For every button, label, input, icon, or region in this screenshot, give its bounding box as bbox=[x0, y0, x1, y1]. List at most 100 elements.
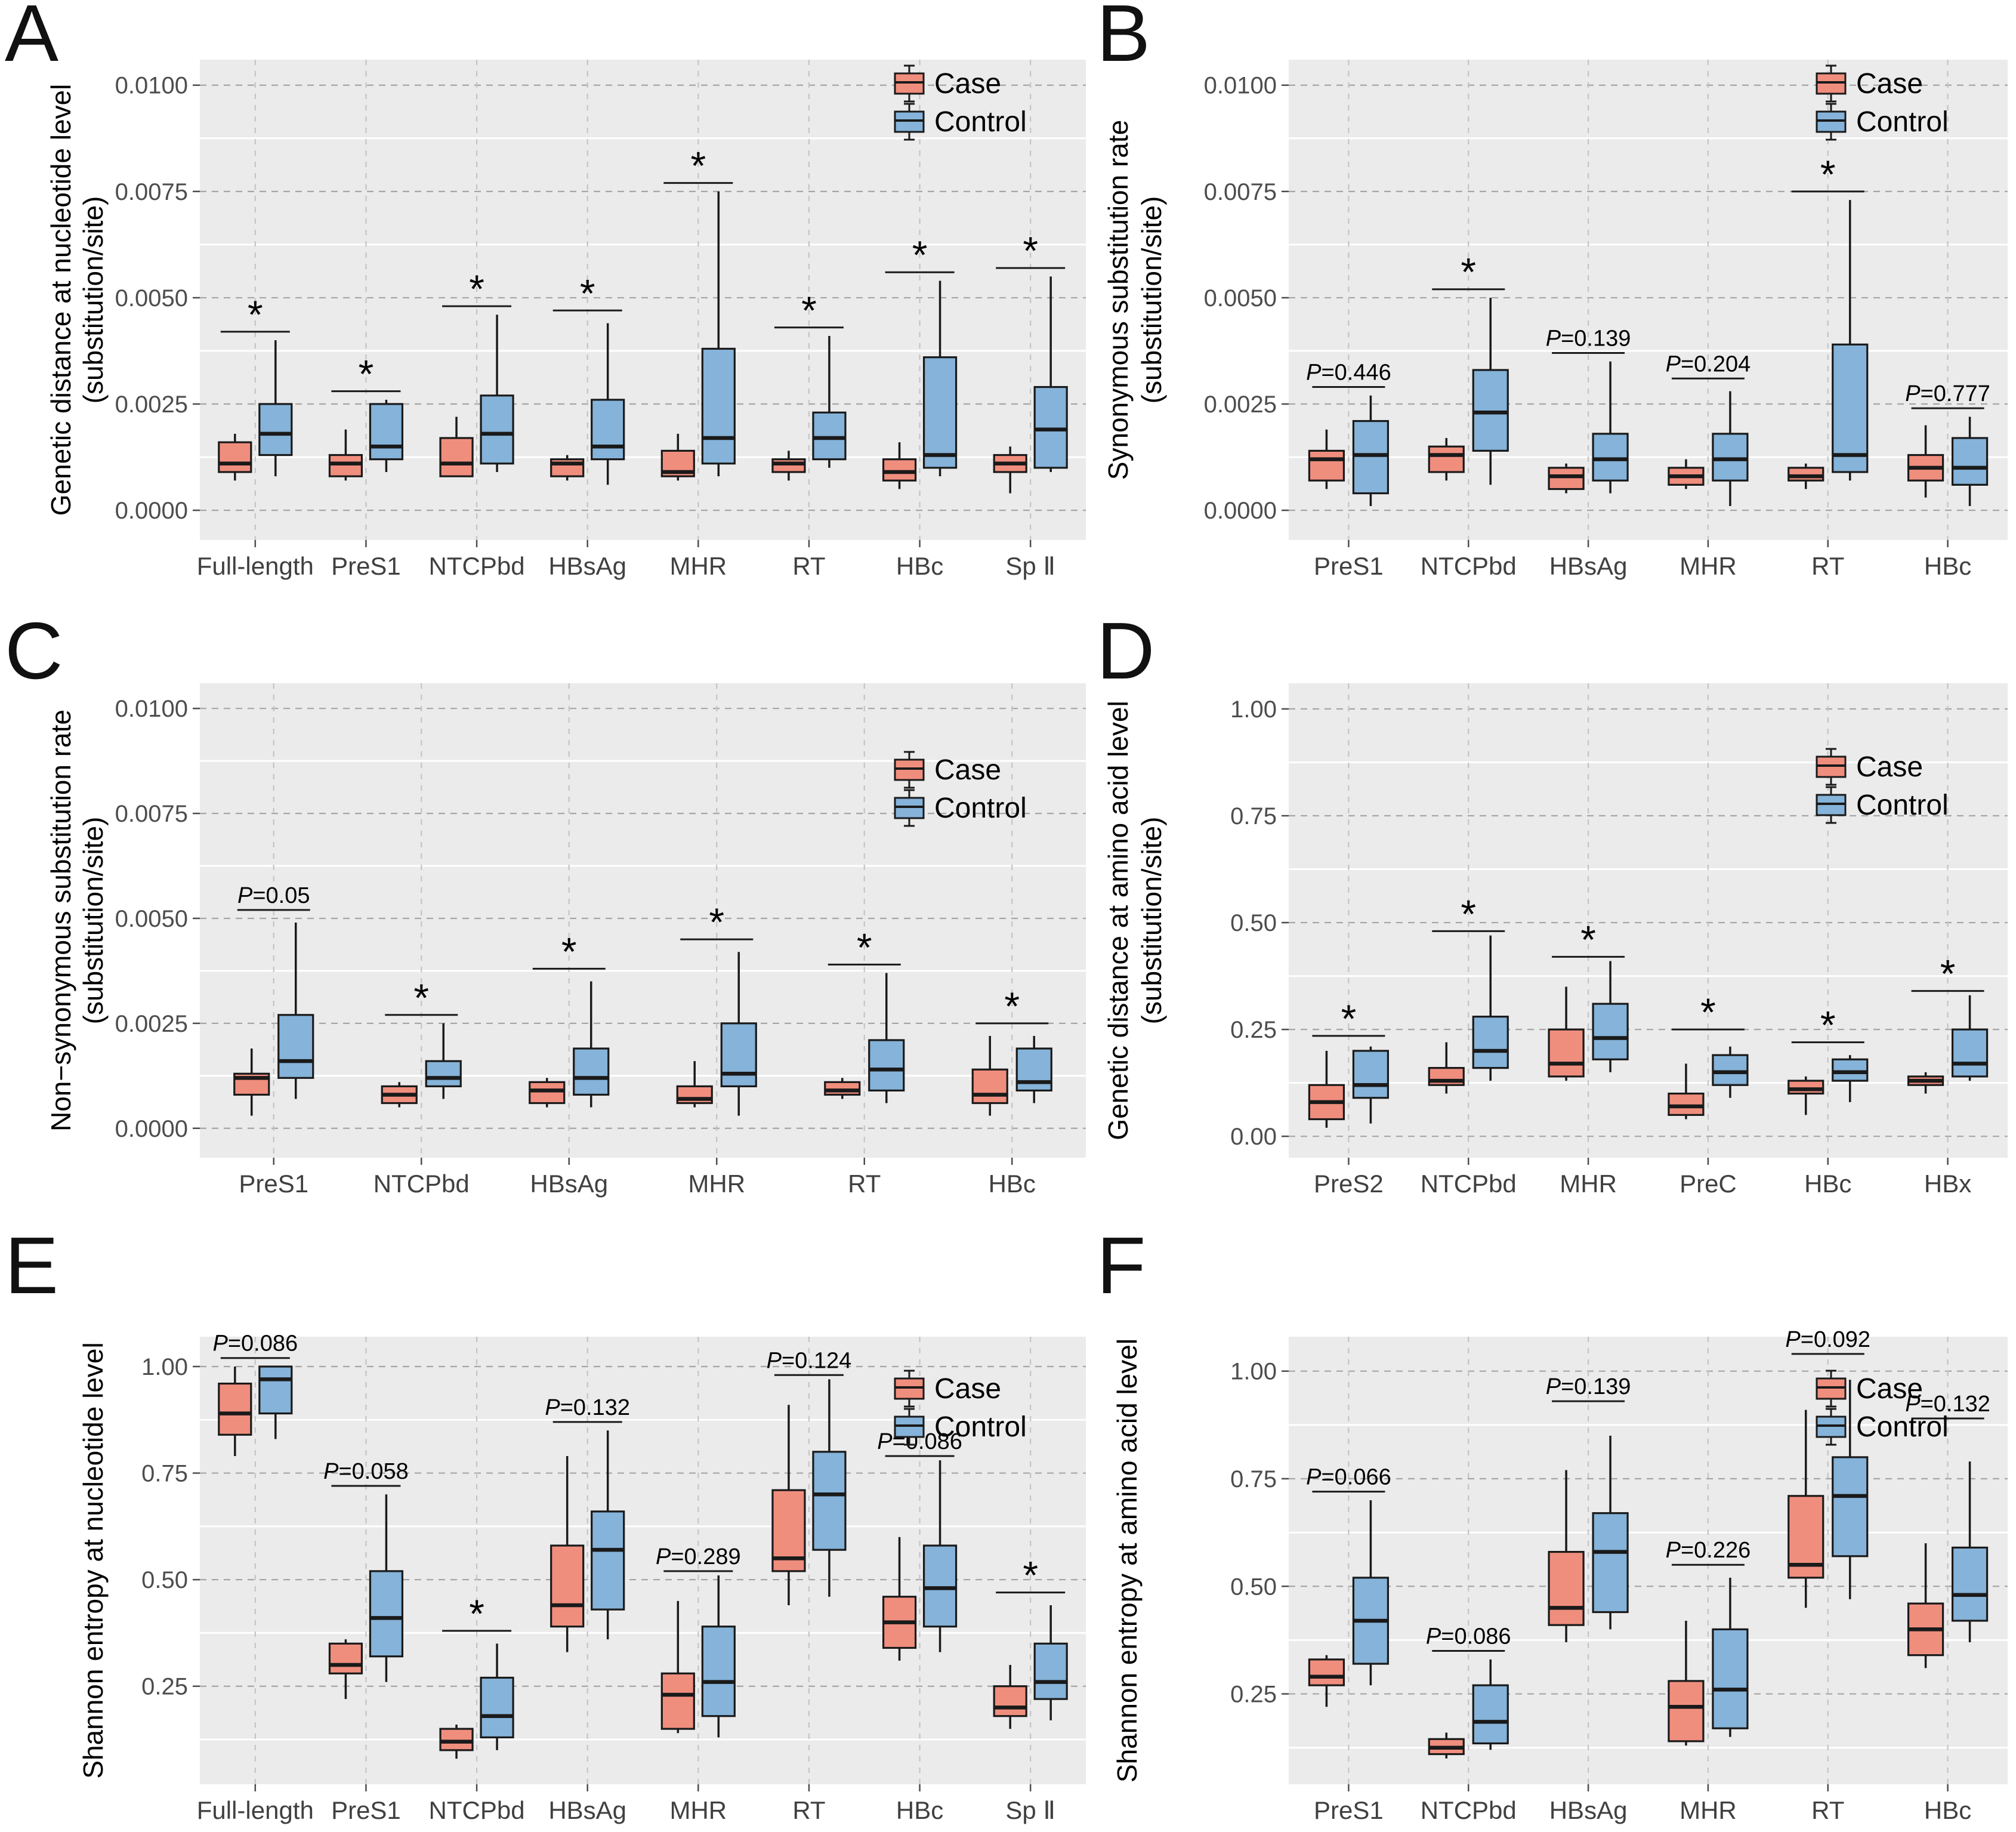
sig-pvalue-HBsAg: P=0.139 bbox=[1546, 326, 1631, 351]
boxplot-case-HBsAg-box bbox=[529, 1081, 566, 1105]
sig-pvalue-Full-length: P=0.086 bbox=[212, 1331, 298, 1356]
plot-background bbox=[200, 683, 1086, 1158]
sig-star-RT: * bbox=[1820, 152, 1836, 196]
panel-svg-F: P=0.066 PreS1 P=0.086 NTCPbd P=0.139 HBsAg P=0… bbox=[1112, 1327, 2008, 1824]
x-tick-label-HBsAg: HBsAg bbox=[548, 552, 626, 580]
sig-star-Full-length: * bbox=[248, 292, 263, 337]
x-tick-label-MHR: MHR bbox=[669, 552, 727, 580]
x-tick-label-HBc: HBc bbox=[1804, 1170, 1851, 1198]
x-tick-label-MHR: MHR bbox=[1680, 552, 1737, 580]
y-axis-title-line2: (substitution/site) bbox=[78, 196, 109, 404]
x-tick-label-HBsAg: HBsAg bbox=[548, 1796, 626, 1824]
boxplot-control-MHR-box bbox=[1712, 1628, 1749, 1729]
panel-letter-D: D bbox=[1097, 606, 1155, 696]
x-tick-label-MHR: MHR bbox=[688, 1170, 745, 1198]
sig-pvalue-MHR: P=0.204 bbox=[1666, 351, 1751, 377]
boxplot-control-Sp Ⅱ-box bbox=[1033, 385, 1068, 469]
boxplot-case-HBc-box bbox=[1787, 1080, 1824, 1095]
sig-pvalue-HBsAg: P=0.139 bbox=[1546, 1374, 1631, 1399]
x-tick-label-RT: RT bbox=[792, 1796, 825, 1824]
boxplot-case-MHR-box bbox=[1548, 1028, 1585, 1078]
boxplot-control-MHR-box bbox=[701, 347, 736, 465]
boxplot-case-NTCPbd-box bbox=[439, 1728, 474, 1751]
sig-star-PreS2: * bbox=[1341, 997, 1357, 1041]
x-tick-label-PreS1: PreS1 bbox=[331, 552, 401, 580]
y-tick-label: 0.0075 bbox=[1204, 179, 1277, 205]
x-tick-label-Sp Ⅱ: Sp Ⅱ bbox=[1005, 1796, 1055, 1824]
x-tick-label-HBc: HBc bbox=[896, 1796, 943, 1824]
y-tick-label: 0.50 bbox=[141, 1567, 188, 1593]
legend-label-control: Control bbox=[1856, 106, 1949, 138]
x-tick-label-HBx: HBx bbox=[1924, 1170, 1971, 1198]
boxplot-control-NTCPbd-box bbox=[425, 1060, 462, 1087]
boxplot-control-NTCPbd-box bbox=[1472, 1016, 1509, 1069]
sig-pvalue-HBc: P=0.777 bbox=[1905, 381, 1990, 406]
boxplot-case-PreS1-box bbox=[328, 1642, 363, 1674]
boxplot-control-HBsAg-box bbox=[591, 1510, 625, 1611]
sig-star-MHR: * bbox=[1580, 917, 1596, 961]
sig-star-RT: * bbox=[857, 925, 872, 969]
boxplot-case-RT-box bbox=[824, 1081, 861, 1096]
boxplot-control-HBc-box bbox=[922, 1544, 958, 1628]
boxplot-control-HBc-box bbox=[922, 356, 958, 469]
x-tick-label-PreS1: PreS1 bbox=[331, 1796, 401, 1824]
y-tick-label: 0.0100 bbox=[1204, 73, 1277, 99]
boxplot-case-HBsAg-box bbox=[550, 1544, 585, 1628]
panel-svg-E: P=0.086 Full-length P=0.058 PreS1 * NTCPbd P=0… bbox=[78, 1331, 1086, 1824]
y-tick-label: 0.0000 bbox=[115, 1116, 188, 1142]
y-axis-title-line2: (substitution/site) bbox=[1136, 196, 1167, 404]
legend-label-case: Case bbox=[934, 754, 1001, 786]
y-tick-label: 0.75 bbox=[1230, 1466, 1277, 1492]
boxplot-case-PreS1-box bbox=[1308, 1658, 1345, 1686]
y-tick-label: 0.0050 bbox=[1204, 285, 1277, 311]
sig-pvalue-MHR: P=0.226 bbox=[1666, 1538, 1751, 1563]
sig-star-HBsAg: * bbox=[561, 929, 577, 973]
x-tick-label-NTCPbd: NTCPbd bbox=[1421, 1170, 1517, 1198]
y-tick-label: 0.75 bbox=[141, 1461, 188, 1487]
panel-B: B P=0.446 PreS1 * NTCPbd P=0.139 HBsAg P=0.204 M… bbox=[1092, 0, 2016, 618]
y-tick-label: 0.0025 bbox=[1204, 391, 1277, 418]
y-tick-label: 0.00 bbox=[1230, 1124, 1277, 1150]
y-axis-title-line1: Non−synonymous substitution rate bbox=[45, 710, 76, 1131]
x-tick-label-PreS1: PreS1 bbox=[1314, 1796, 1384, 1824]
sig-pvalue-PreS1: P=0.066 bbox=[1306, 1465, 1391, 1490]
boxplot-control-MHR-box bbox=[1592, 1003, 1629, 1060]
x-tick-label-PreC: PreC bbox=[1680, 1170, 1737, 1198]
legend-label-case: Case bbox=[1856, 1373, 1923, 1405]
sig-pvalue-RT: P=0.092 bbox=[1785, 1327, 1870, 1352]
boxplot-control-RT-box bbox=[1832, 343, 1869, 473]
boxplot-control-MHR-box bbox=[720, 1022, 757, 1087]
legend-label-control: Control bbox=[934, 106, 1027, 138]
boxplot-case-RT-box bbox=[771, 458, 806, 473]
boxplot-control-NTCPbd-box bbox=[1472, 1684, 1509, 1745]
legend-label-case: Case bbox=[934, 1373, 1001, 1405]
boxplot-case-RT-box bbox=[1787, 467, 1824, 482]
sig-star-NTCPbd: * bbox=[469, 267, 484, 311]
y-axis-title-line1: Shannon entropy at amino acid level bbox=[1112, 1338, 1143, 1782]
x-tick-label-PreS1: PreS1 bbox=[1314, 552, 1384, 580]
sig-star-MHR: * bbox=[709, 900, 724, 944]
y-tick-label: 0.0000 bbox=[1204, 498, 1277, 524]
sig-star-PreS1: * bbox=[359, 352, 374, 396]
boxplot-control-RT-box bbox=[868, 1039, 905, 1092]
x-tick-label-NTCPbd: NTCPbd bbox=[429, 1796, 525, 1824]
panel-F: F P=0.066 PreS1 P=0.086 NTCPbd P=0.139 HBsAg P=… bbox=[1092, 1225, 2016, 1832]
boxplot-control-HBsAg-box bbox=[1592, 1512, 1629, 1614]
boxplot-control-RT-box bbox=[812, 1451, 847, 1551]
x-tick-label-HBsAg: HBsAg bbox=[1549, 552, 1628, 580]
sig-star-PreC: * bbox=[1700, 990, 1716, 1034]
x-tick-label-Sp Ⅱ: Sp Ⅱ bbox=[1005, 552, 1055, 580]
x-tick-label-NTCPbd: NTCPbd bbox=[429, 552, 525, 580]
y-tick-label: 0.0025 bbox=[115, 1011, 188, 1037]
boxplot-control-HBc-box bbox=[1832, 1058, 1869, 1082]
boxplot-control-PreS1-box bbox=[369, 1570, 404, 1658]
legend-label-control: Control bbox=[934, 792, 1027, 824]
y-tick-label: 1.00 bbox=[141, 1354, 188, 1380]
boxplot-control-HBc-box bbox=[1951, 437, 1989, 486]
y-tick-label: 0.25 bbox=[1230, 1682, 1277, 1708]
boxplot-case-Full-length-box bbox=[218, 1382, 252, 1436]
y-tick-label: 0.25 bbox=[1230, 1017, 1277, 1043]
x-tick-label-RT: RT bbox=[1811, 1796, 1844, 1824]
sig-pvalue-HBsAg: P=0.132 bbox=[545, 1395, 630, 1420]
